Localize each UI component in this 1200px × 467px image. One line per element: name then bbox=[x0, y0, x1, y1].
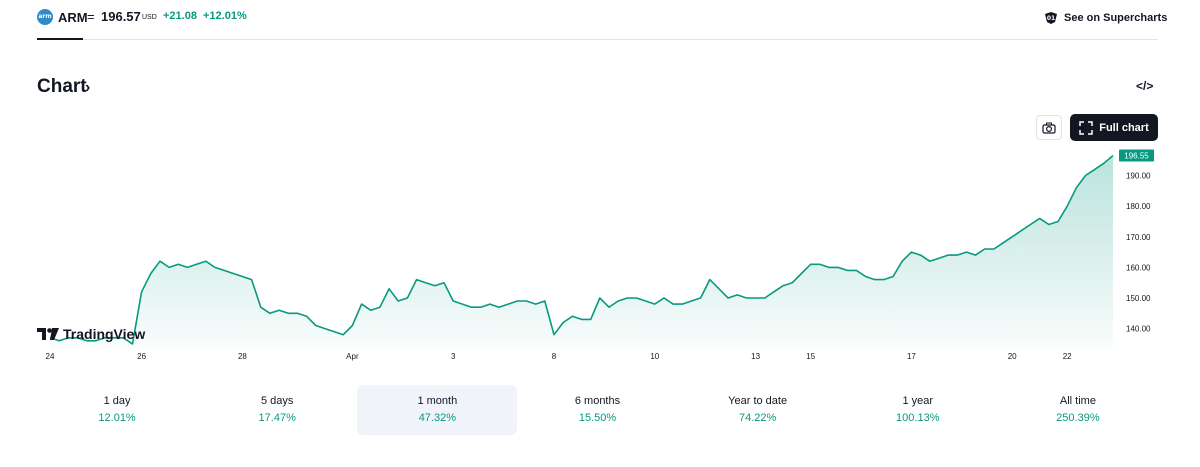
period-label: Year to date bbox=[728, 395, 788, 407]
period-selector: 1 day 12.01% 5 days 17.47% 1 month 47.32… bbox=[37, 385, 1158, 435]
x-tick-label: 8 bbox=[552, 352, 557, 361]
period-label: All time bbox=[1059, 395, 1096, 407]
full-chart-button[interactable]: Full chart bbox=[1070, 114, 1158, 141]
price-chart[interactable]: 140.00 150.00 160.00 170.00 180.00 190.00 24 2… bbox=[0, 140, 1200, 370]
tradingview-label: TradingView bbox=[63, 326, 146, 342]
price-change-percent: +12.01% bbox=[203, 10, 247, 22]
tradingview-logo: TradingView bbox=[37, 326, 145, 342]
x-tick-label: 15 bbox=[806, 352, 815, 361]
period-value: 74.22% bbox=[738, 412, 777, 424]
price-area-fill bbox=[50, 155, 1113, 350]
x-tick-label: 17 bbox=[907, 352, 916, 361]
period-6m[interactable]: 6 months 15.50% bbox=[517, 385, 677, 435]
period-value: 250.39% bbox=[1056, 412, 1100, 424]
active-tab-indicator bbox=[37, 38, 83, 40]
symbol-name[interactable]: ARM bbox=[58, 10, 88, 25]
y-tick-label: 190.00 bbox=[1126, 172, 1151, 181]
x-tick-label: 3 bbox=[451, 352, 456, 361]
period-1y[interactable]: 1 year 100.13% bbox=[838, 385, 998, 435]
x-tick-label: 22 bbox=[1063, 352, 1072, 361]
currency-label: USD bbox=[142, 14, 157, 21]
y-tick-label: 160.00 bbox=[1126, 263, 1151, 272]
x-tick-label: 24 bbox=[46, 352, 55, 361]
period-value: 12.01% bbox=[98, 412, 136, 424]
fullscreen-icon bbox=[1079, 120, 1093, 135]
period-value: 47.32% bbox=[418, 412, 456, 424]
full-chart-label: Full chart bbox=[1099, 121, 1149, 134]
period-label: 1 month bbox=[417, 395, 458, 407]
period-ytd[interactable]: Year to date 74.22% bbox=[678, 385, 838, 435]
y-tick-label: 170.00 bbox=[1126, 233, 1151, 242]
chevron-right-icon[interactable]: › bbox=[85, 79, 91, 96]
supercharts-icon: 01 bbox=[1045, 12, 1057, 24]
separator: = bbox=[87, 9, 95, 24]
period-value: 15.50% bbox=[578, 412, 617, 424]
y-tick-label: 180.00 bbox=[1126, 202, 1151, 211]
svg-text:01: 01 bbox=[1047, 15, 1055, 22]
supercharts-label: See on Supercharts bbox=[1064, 12, 1168, 24]
supercharts-link[interactable]: 01 See on Supercharts bbox=[1043, 10, 1167, 26]
period-value: 100.13% bbox=[896, 412, 940, 424]
period-label: 6 months bbox=[574, 395, 621, 407]
x-tick-label: 13 bbox=[751, 352, 760, 361]
snapshot-button[interactable] bbox=[1036, 115, 1062, 140]
period-label: 1 day bbox=[103, 395, 131, 407]
x-tick-label: 10 bbox=[650, 352, 659, 361]
last-price: 196.57 bbox=[101, 9, 141, 24]
arm-logo: arm bbox=[37, 9, 53, 25]
period-label: 1 year bbox=[902, 395, 934, 407]
price-change: +21.08 bbox=[163, 10, 197, 22]
y-tick-label: 150.00 bbox=[1126, 294, 1151, 303]
period-5d[interactable]: 5 days 17.47% bbox=[197, 385, 357, 435]
chart-section-title[interactable]: Chart bbox=[37, 76, 87, 97]
x-tick-label: 26 bbox=[137, 352, 146, 361]
period-1m[interactable]: 1 month 47.32% bbox=[357, 385, 518, 435]
x-tick-label: Apr bbox=[346, 352, 359, 361]
last-price-label: 196.55 bbox=[1124, 151, 1149, 160]
price-line bbox=[49, 154, 1114, 345]
x-tick-label: 28 bbox=[238, 352, 247, 361]
x-tick-label: 20 bbox=[1008, 352, 1017, 361]
camera-icon bbox=[1042, 122, 1056, 134]
period-1d[interactable]: 1 day 12.01% bbox=[37, 385, 197, 435]
tradingview-icon bbox=[37, 328, 59, 340]
symbol-header: arm ARM = 196.57 USD +21.08 +12.01% 01 S… bbox=[0, 0, 1200, 36]
period-label: 5 days bbox=[261, 395, 294, 407]
y-tick-label: 140.00 bbox=[1126, 325, 1151, 334]
header-divider bbox=[37, 39, 1158, 40]
last-price-badge bbox=[1119, 149, 1154, 162]
embed-code-icon[interactable]: </> bbox=[1136, 79, 1154, 93]
period-value: 17.47% bbox=[258, 412, 296, 424]
period-all[interactable]: All time 250.39% bbox=[998, 385, 1158, 435]
